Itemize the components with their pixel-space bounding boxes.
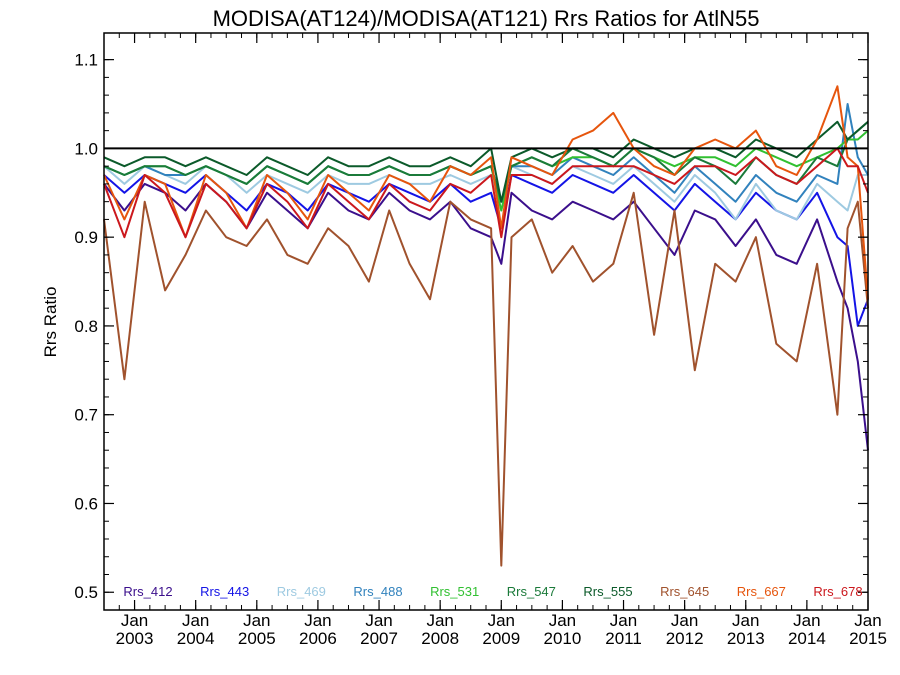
legend-label-rrs-412: Rrs_412 <box>123 584 172 599</box>
x-tick-month: Jan <box>610 611 637 630</box>
x-tick-month: Jan <box>854 611 881 630</box>
x-tick-year: 2015 <box>849 629 887 648</box>
x-tick-month: Jan <box>488 611 515 630</box>
legend-label-rrs-469: Rrs_469 <box>277 584 326 599</box>
y-tick-label: 0.9 <box>74 228 98 247</box>
series-line-rrs-469 <box>103 165 868 221</box>
y-axis-label: Rrs Ratio <box>41 287 60 358</box>
x-tick-year: 2009 <box>482 629 520 648</box>
series-line-rrs-645 <box>103 191 869 567</box>
legend-label-rrs-645: Rrs_645 <box>660 584 709 599</box>
x-tick-year: 2004 <box>177 629 215 648</box>
series-line-rrs-667 <box>103 85 869 300</box>
x-tick-year: 2012 <box>666 629 704 648</box>
x-tick-month: Jan <box>549 611 576 630</box>
y-tick-label: 1.1 <box>74 51 98 70</box>
legend-label-rrs-678: Rrs_678 <box>813 584 862 599</box>
legend-label-rrs-531: Rrs_531 <box>430 584 479 599</box>
x-tick-month: Jan <box>793 611 820 630</box>
x-tick-month: Jan <box>365 611 392 630</box>
x-tick-month: Jan <box>243 611 270 630</box>
x-tick-year: 2005 <box>238 629 276 648</box>
legend: Rrs_412 Rrs_443 Rrs_469 Rrs_488 Rrs_531 Rrs_5… <box>123 584 862 599</box>
x-tick-year: 2008 <box>421 629 459 648</box>
y-tick-label: 1.0 <box>74 139 98 158</box>
x-tick-year: 2011 <box>605 629 642 648</box>
x-tick-year: 2003 <box>116 629 154 648</box>
y-tick-label: 0.5 <box>74 583 98 602</box>
x-tick-month: Jan <box>121 611 148 630</box>
x-tick-year: 2006 <box>299 629 337 648</box>
legend-label-rrs-555: Rrs_555 <box>583 584 632 599</box>
axes-layer: 0.50.60.70.80.91.01.1Jan2003Jan2004Jan20… <box>74 33 887 648</box>
series-line-rrs-443 <box>103 174 869 327</box>
x-tick-month: Jan <box>182 611 209 630</box>
y-tick-label: 0.8 <box>74 317 98 336</box>
x-tick-month: Jan <box>732 611 759 630</box>
legend-label-rrs-547: Rrs_547 <box>507 584 556 599</box>
series-lines-layer <box>103 85 869 567</box>
x-tick-month: Jan <box>671 611 698 630</box>
series-line-rrs-678 <box>103 147 869 239</box>
legend-label-rrs-488: Rrs_488 <box>353 584 402 599</box>
series-line-rrs-412 <box>103 182 869 451</box>
x-tick-year: 2014 <box>788 629 826 648</box>
y-tick-label: 0.6 <box>74 494 98 513</box>
x-tick-month: Jan <box>304 611 331 630</box>
plot-frame <box>103 32 869 611</box>
x-tick-year: 2013 <box>727 629 765 648</box>
legend-label-rrs-667: Rrs_667 <box>737 584 786 599</box>
y-tick-label: 0.7 <box>74 406 98 425</box>
chart-title: MODISA(AT124)/MODISA(AT121) Rrs Ratios f… <box>213 6 760 31</box>
legend-label-rrs-443: Rrs_443 <box>200 584 249 599</box>
x-tick-year: 2010 <box>543 629 581 648</box>
x-tick-month: Jan <box>426 611 453 630</box>
x-tick-year: 2007 <box>360 629 398 648</box>
